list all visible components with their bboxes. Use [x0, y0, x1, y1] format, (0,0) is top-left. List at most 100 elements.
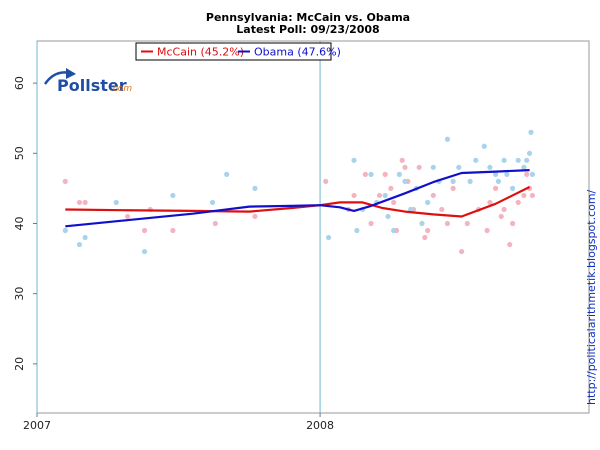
obama-poll-point — [325, 234, 332, 241]
mccain-poll-point — [439, 206, 445, 213]
obama-poll-point — [425, 199, 431, 206]
obama-poll-point — [170, 192, 176, 199]
mccain-poll-point — [82, 199, 88, 206]
mccain-poll-point — [141, 227, 148, 234]
obama-poll-point — [481, 143, 487, 149]
mccain-poll-point — [430, 192, 436, 199]
chart-title: Pennsylvania: McCain vs. Obama — [206, 11, 410, 24]
mccain-trend-line — [65, 186, 531, 218]
obama-poll-point — [396, 171, 402, 177]
mccain-poll-point — [388, 185, 394, 191]
obama-poll-point — [368, 171, 374, 177]
obama-poll-point — [351, 157, 357, 163]
pollster-logo: Pollster .com — [43, 68, 132, 95]
plot-frame — [36, 40, 590, 414]
legend-mccain-label: McCain (45.2%) — [157, 46, 244, 59]
mccain-poll-point — [498, 213, 504, 220]
mccain-poll-point — [521, 192, 527, 199]
mccain-poll-point — [362, 171, 368, 177]
obama-poll-point — [82, 234, 88, 241]
legend-box — [135, 42, 332, 61]
obama-poll-point — [141, 248, 148, 255]
mccain-poll-point — [323, 178, 329, 184]
obama-poll-point — [473, 157, 479, 163]
obama-poll-point — [492, 171, 499, 177]
obama-poll-point — [402, 178, 408, 184]
mccain-poll-point — [507, 241, 513, 248]
obama-poll-point — [504, 171, 510, 177]
obama-poll-point — [509, 185, 516, 191]
obama-poll-point — [467, 178, 473, 184]
mccain-poll-point — [368, 220, 374, 227]
trend-lines — [65, 169, 531, 228]
mccain-poll-point — [459, 248, 465, 255]
logo-arrow-icon — [66, 68, 76, 79]
mccain-poll-point — [416, 164, 422, 170]
mccain-poll-point — [62, 178, 68, 184]
obama-poll-point — [391, 227, 397, 234]
logo-suffix: .com — [110, 84, 132, 94]
mccain-poll-point — [391, 199, 397, 206]
y-tick-label: 20 — [13, 357, 26, 371]
mccain-poll-point — [492, 185, 499, 191]
obama-poll-point — [444, 136, 451, 142]
x-tick-label: 2007 — [23, 419, 51, 432]
obama-poll-point — [487, 164, 493, 170]
obama-poll-point — [385, 213, 391, 220]
chart-subtitle: Latest Poll: 09/23/2008 — [236, 23, 379, 36]
mccain-poll-point — [399, 157, 405, 163]
mccain-poll-point — [252, 213, 258, 220]
mccain-poll-point — [529, 192, 535, 199]
obama-poll-point — [430, 164, 436, 170]
obama-poll-point — [354, 227, 360, 234]
mccain-poll-point — [524, 171, 530, 177]
mccain-poll-point — [351, 192, 357, 199]
mccain-poll-point — [509, 220, 516, 227]
mccain-poll-point — [501, 206, 507, 213]
obama-poll-point — [209, 199, 216, 206]
blog-watermark: http://politicalarithmetik.blogspot.com/ — [585, 189, 598, 405]
mccain-poll-point — [444, 220, 451, 227]
axes: 20 30 40 50 60 2007 2008 — [13, 76, 334, 432]
gridlines — [36, 41, 321, 413]
mccain-poll-point — [464, 220, 470, 227]
obama-poll-point — [113, 199, 119, 206]
x-tick-label: 2008 — [306, 419, 334, 432]
obama-poll-point — [495, 178, 502, 184]
mccain-poll-point — [402, 164, 408, 170]
obama-trend-line — [65, 169, 530, 228]
obama-poll-point — [252, 185, 258, 191]
y-tick-label: 60 — [13, 76, 26, 90]
obama-poll-point — [382, 192, 388, 199]
obama-poll-point — [528, 129, 534, 135]
obama-poll-point — [419, 220, 425, 227]
obama-poll-point — [501, 157, 507, 163]
obama-poll-point — [450, 178, 456, 184]
obama-poll-point — [526, 150, 533, 156]
mccain-poll-point — [382, 171, 388, 177]
legend-obama-label: Obama (47.6%) — [254, 46, 341, 59]
obama-poll-point — [521, 164, 527, 170]
mccain-poll-point — [376, 192, 383, 199]
legend: McCain (45.2%) Obama (47.6%) — [135, 42, 341, 61]
obama-poll-point — [529, 171, 535, 177]
obama-poll-point — [456, 164, 462, 170]
mccain-poll-point — [484, 227, 490, 234]
mccain-poll-point — [487, 199, 493, 206]
logo-wordmark: Pollster — [57, 76, 127, 95]
mccain-poll-point — [170, 227, 176, 234]
y-tick-label: 40 — [13, 216, 26, 230]
mccain-poll-point — [450, 185, 456, 191]
mccain-poll-point — [124, 213, 131, 220]
mccain-poll-point — [515, 199, 521, 206]
obama-poll-point — [408, 206, 414, 213]
obama-poll-point — [524, 157, 530, 163]
obama-poll-point — [515, 157, 521, 163]
mccain-poll-point — [212, 220, 218, 227]
y-tick-label: 50 — [13, 146, 26, 160]
mccain-poll-point — [76, 199, 83, 206]
poll-points — [62, 129, 535, 255]
obama-poll-point — [62, 227, 68, 234]
obama-poll-point — [76, 241, 83, 248]
